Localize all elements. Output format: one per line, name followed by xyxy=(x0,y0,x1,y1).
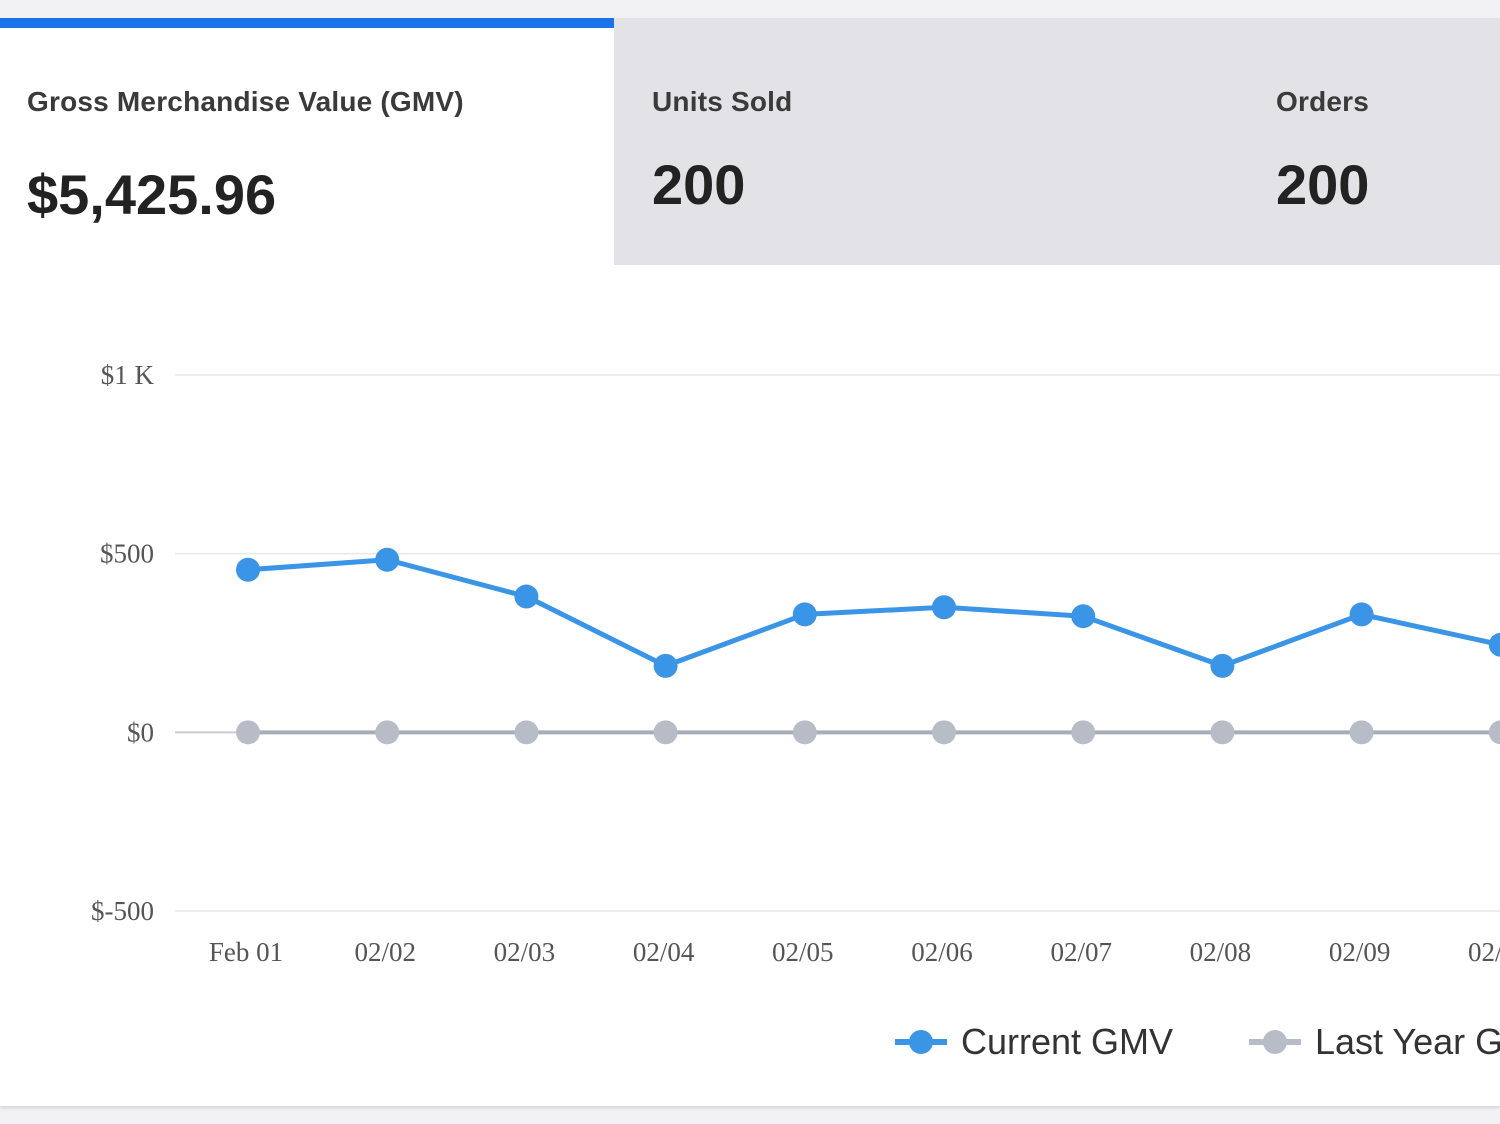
x-tick-label: 02/10 xyxy=(1468,937,1500,967)
current-gmv-line xyxy=(245,557,1500,669)
gmv-line-chart: $1 K $500 $0 $-500 Feb 01 02/02 02/03 02/04 02/… xyxy=(0,265,1500,1106)
x-tick-label: 02/07 xyxy=(1050,937,1112,967)
metric-tabs: Gross Merchandise Value (GMV) $5,425.96 … xyxy=(0,18,1500,265)
last-year-gmv-point[interactable] xyxy=(1210,720,1235,745)
current-gmv-point[interactable] xyxy=(1488,632,1500,657)
units-sold-label: Units Sold xyxy=(652,86,793,117)
last-year-gmv-point[interactable] xyxy=(375,720,400,745)
current-gmv-point[interactable] xyxy=(1349,602,1374,627)
tab-gmv[interactable]: Gross Merchandise Value (GMV) $5,425.96 xyxy=(0,18,614,265)
last-year-gmv-point[interactable] xyxy=(236,720,260,745)
series-layer xyxy=(236,547,1500,745)
last-year-gmv-point[interactable] xyxy=(792,720,817,745)
orders-label: Orders xyxy=(1276,86,1370,117)
gmv-label: Gross Merchandise Value (GMV) xyxy=(27,86,464,117)
x-tick-label: 02/05 xyxy=(772,937,834,967)
x-tick-label: 02/09 xyxy=(1329,937,1391,967)
last-year-gmv-point[interactable] xyxy=(932,720,956,745)
y-tick-label: $500 xyxy=(100,539,154,569)
legend: Current GMV Last Year GMV xyxy=(895,1021,1500,1062)
legend-marker-icon xyxy=(1263,1030,1287,1054)
last-year-gmv-point[interactable] xyxy=(653,720,678,745)
units-sold-value: 200 xyxy=(652,153,746,216)
current-gmv-point[interactable] xyxy=(1210,653,1235,678)
current-gmv-point[interactable] xyxy=(514,584,539,609)
legend-label: Current GMV xyxy=(961,1021,1173,1062)
x-tick-label: 02/06 xyxy=(911,937,973,967)
current-gmv-point[interactable] xyxy=(1071,604,1096,629)
legend-item[interactable]: Current GMV xyxy=(895,1021,1173,1062)
current-gmv-point[interactable] xyxy=(932,595,956,620)
last-year-gmv-point[interactable] xyxy=(1349,720,1374,745)
x-tick-label: 02/04 xyxy=(633,937,695,967)
legend-label: Last Year GMV xyxy=(1315,1021,1500,1062)
x-axis-labels: Feb 01 02/02 02/03 02/04 02/05 02/06 02/07 02/0… xyxy=(209,937,1500,967)
current-gmv-point[interactable] xyxy=(375,547,400,572)
legend-item[interactable]: Last Year GMV xyxy=(1249,1021,1500,1062)
orders-value: 200 xyxy=(1276,153,1370,216)
tab-orders[interactable]: Orders 200 xyxy=(1238,18,1500,265)
tab-units-sold[interactable]: Units Sold 200 xyxy=(614,18,1214,265)
current-gmv-point[interactable] xyxy=(653,653,678,678)
x-tick-label: Feb 01 xyxy=(209,937,283,967)
x-tick-label: 02/08 xyxy=(1190,937,1252,967)
last-year-gmv-point[interactable] xyxy=(514,720,539,745)
last-year-gmv-point[interactable] xyxy=(1488,720,1500,745)
gmv-value: $5,425.96 xyxy=(27,163,277,226)
x-tick-label: 02/02 xyxy=(354,937,416,967)
last-year-gmv-point[interactable] xyxy=(1071,720,1096,745)
current-gmv-point[interactable] xyxy=(236,557,260,582)
y-tick-label: $-500 xyxy=(91,896,154,926)
y-tick-label: $0 xyxy=(127,717,154,747)
y-tick-label: $1 K xyxy=(101,360,155,390)
x-tick-label: 02/03 xyxy=(494,937,556,967)
gmv-dashboard-card: Gross Merchandise Value (GMV) $5,425.96 … xyxy=(0,18,1500,1106)
legend-marker-icon xyxy=(909,1030,933,1054)
current-gmv-point[interactable] xyxy=(792,602,817,627)
chart-svg: $1 K $500 $0 $-500 Feb 01 02/02 02/03 02/04 02/… xyxy=(91,360,1500,1062)
inactive-tabs: Units Sold 200 Orders 200 xyxy=(614,18,1500,265)
